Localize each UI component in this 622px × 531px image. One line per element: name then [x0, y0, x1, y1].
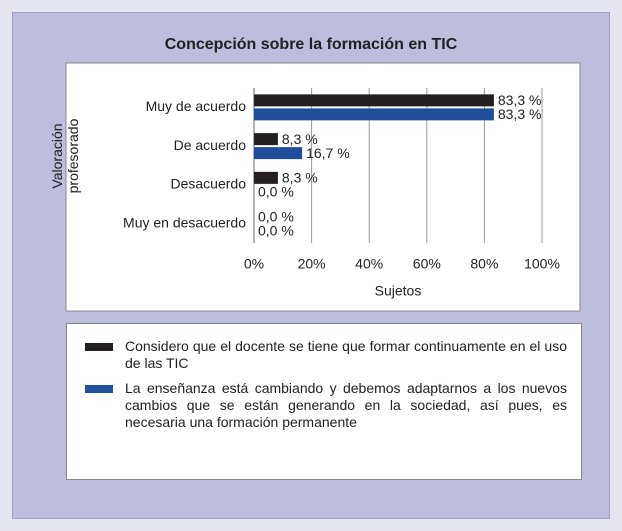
- y-axis-label: Valoración profesorado: [49, 118, 81, 194]
- x-tick-label: 60%: [413, 256, 441, 272]
- value-label: 83,3 %: [498, 106, 542, 122]
- bar: [254, 171, 278, 184]
- chart-title: Concepción sobre la formación en TIC: [165, 36, 458, 53]
- legend-swatch: [85, 385, 113, 393]
- x-tick-label: 80%: [470, 256, 498, 272]
- bar: [254, 133, 278, 146]
- value-label: 83,3 %: [498, 92, 542, 108]
- value-label: 8,3 %: [282, 131, 318, 147]
- x-tick-label: 0%: [244, 256, 264, 272]
- legend-swatch: [85, 343, 113, 351]
- value-label: 16,7 %: [306, 145, 350, 161]
- legend-entry: La enseñanza está cambiando y debemos ad…: [81, 380, 567, 431]
- value-label: 0,0 %: [258, 222, 294, 238]
- value-label: 8,3 %: [282, 170, 318, 186]
- bar: [254, 147, 303, 160]
- legend-label: Considero que el docente se tiene que fo…: [125, 338, 567, 371]
- bar: [254, 94, 494, 107]
- legend: Considero que el docente se tiene que fo…: [66, 323, 582, 480]
- value-label: 0,0 %: [258, 184, 294, 200]
- x-tick-label: 20%: [298, 256, 326, 272]
- bar: [254, 108, 494, 121]
- legend-label: La enseñanza está cambiando y debemos ad…: [125, 380, 567, 430]
- y-tick-label: Muy de acuerdo: [146, 98, 247, 114]
- x-tick-label: 100%: [524, 256, 560, 272]
- y-tick-label: Desacuerdo: [171, 176, 247, 192]
- y-tick-label: Muy en desacuerdo: [123, 214, 246, 230]
- x-tick-label: 40%: [355, 256, 383, 272]
- legend-entry: Considero que el docente se tiene que fo…: [81, 338, 567, 372]
- value-label: 0,0 %: [258, 208, 294, 224]
- x-axis-label: Sujetos: [375, 283, 422, 299]
- y-tick-label: De acuerdo: [174, 137, 247, 153]
